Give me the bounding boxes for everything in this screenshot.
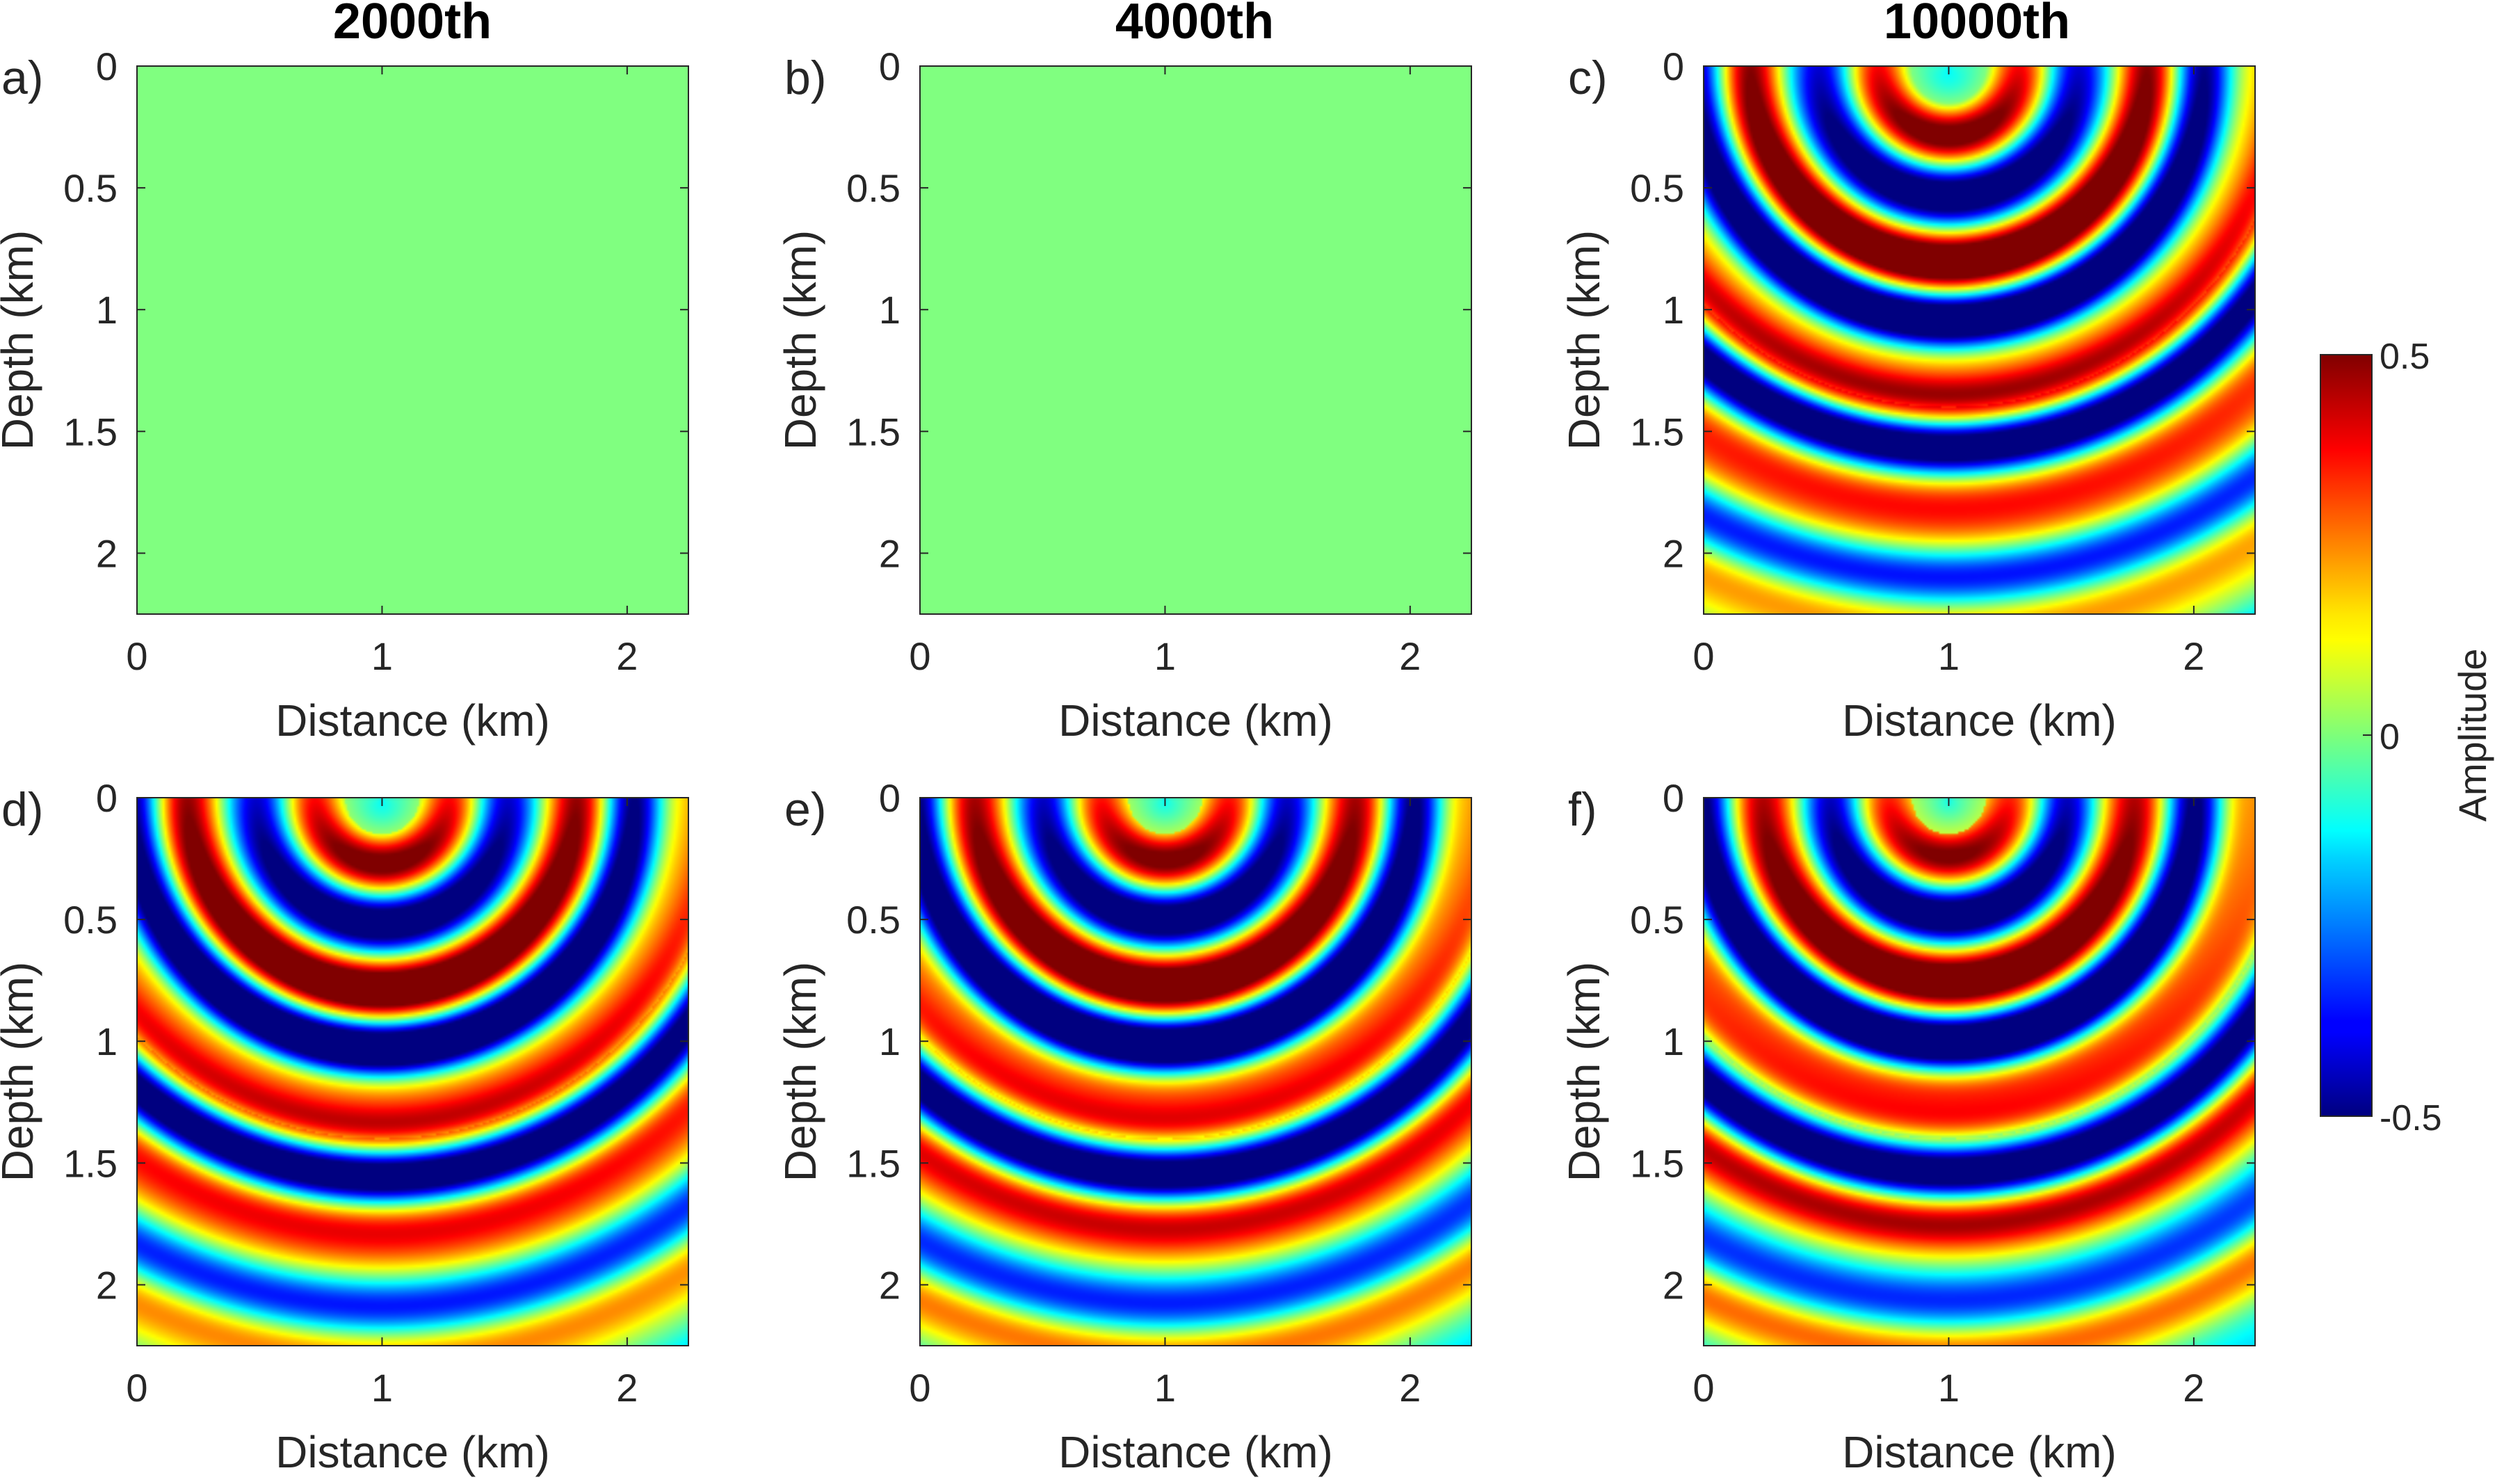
panel-a-xtick-label: 2 (616, 634, 638, 678)
panel-f-ytick-label: 1 (1663, 1020, 1684, 1063)
panel-e-ytick-label: 1.5 (846, 1141, 900, 1185)
panel-c-xtick-label: 0 (1693, 634, 1714, 678)
panel-e-frame (919, 797, 1472, 1346)
panel-f-frame (1703, 797, 2256, 1346)
column-title-4000th: 4000th (1115, 0, 1274, 49)
panel-f-ytick-label: 2 (1663, 1263, 1684, 1307)
panel-b-xtick-label: 2 (1399, 634, 1421, 678)
panel-d-xtick-label: 1 (371, 1366, 393, 1410)
panel-c-ytick-label: 0 (1663, 45, 1684, 88)
panel-d-ytick-label: 1 (96, 1020, 118, 1063)
panel-c-xtick-label: 2 (2183, 634, 2204, 678)
panel-f-ytick-label: 0.5 (1630, 898, 1684, 942)
panel-a-ytick-label: 1 (96, 288, 118, 332)
panel-d-frame (136, 797, 689, 1346)
panel-b-xtick-label: 1 (1154, 634, 1176, 678)
panel-b-ytick-label: 0 (879, 45, 900, 88)
panel-c-image (1704, 66, 2255, 614)
panel-a-ylabel: Depth (km) (0, 230, 42, 451)
panel-b-ytick-label: 1.5 (846, 410, 900, 453)
panel-c-ytick-label: 0.5 (1630, 166, 1684, 210)
panel-a: 0 1 2 0 0.5 1 1.5 2 Distance (km) Depth (km) a) (0, 45, 689, 746)
panel-a-ytick-label: 0.5 (63, 166, 118, 210)
panel-c-ytick-label: 1.5 (1630, 410, 1684, 453)
panel-a-frame (136, 65, 689, 615)
panel-d-ylabel: Depth (km) (0, 962, 42, 1182)
panel-e-ylabel: Depth (km) (775, 962, 825, 1182)
colorbar-tick-label-bottom: -0.5 (2380, 1098, 2442, 1138)
panel-d: 0 1 2 0 0.5 1 1.5 2 Distance (km) Depth (km) d) (0, 776, 689, 1477)
panel-e-image (920, 798, 1471, 1346)
panel-f-xtick-label: 2 (2183, 1366, 2204, 1410)
panel-e-xtick-label: 0 (909, 1366, 930, 1410)
panel-f-xtick-label: 1 (1938, 1366, 1960, 1410)
panel-f-image (1704, 798, 2255, 1346)
panel-d-xtick-label: 2 (616, 1366, 638, 1410)
panel-e-ytick-label: 0 (879, 776, 900, 820)
panel-b-frame (919, 65, 1472, 615)
panel-f-xtick-label: 0 (1693, 1366, 1714, 1410)
panel-d-xlabel: Distance (km) (275, 1427, 550, 1477)
panel-a-xlabel: Distance (km) (275, 695, 550, 746)
panel-a-ytick-label: 2 (96, 531, 118, 575)
panel-c-ylabel: Depth (km) (1559, 230, 1609, 451)
panel-b-ytick-label: 0.5 (846, 166, 900, 210)
panel-d-ytick-label: 0 (96, 776, 118, 820)
panel-c-xlabel: Distance (km) (1842, 695, 2117, 746)
panels: 0 1 2 0 0.5 1 1.5 2 Distance (km) Depth (km) a) 0 1 2… (0, 45, 2256, 1477)
panel-b-ytick-label: 2 (879, 531, 900, 575)
panel-e-letter: e) (784, 783, 826, 836)
column-title-2000th: 2000th (333, 0, 492, 49)
panel-a-image (137, 66, 688, 614)
panel-c-frame (1703, 65, 2256, 615)
panel-c: 0 1 2 0 0.5 1 1.5 2 Distance (km) Depth (km) c) (1559, 45, 2256, 746)
colorbar-tick-label-mid: 0 (2380, 717, 2400, 757)
panel-a-ytick-label: 1.5 (63, 410, 118, 453)
panel-f-ytick-label: 0 (1663, 776, 1684, 820)
panel-e-xlabel: Distance (km) (1058, 1427, 1333, 1477)
colorbar-label: Amplitude (2450, 648, 2494, 821)
colorbar: 0.5 0 -0.5 Amplitude (2320, 337, 2494, 1138)
panel-b-ylabel: Depth (km) (775, 230, 825, 451)
panel-f-ytick-label: 1.5 (1630, 1141, 1684, 1185)
panel-e-ytick-label: 1 (879, 1020, 900, 1063)
panel-b-ytick-label: 1 (879, 288, 900, 332)
panel-e-ytick-label: 2 (879, 1263, 900, 1307)
panel-d-ytick-label: 0.5 (63, 898, 118, 942)
panel-d-ytick-label: 1.5 (63, 1141, 118, 1185)
panel-d-letter: d) (1, 783, 43, 836)
panel-c-xtick-label: 1 (1938, 634, 1960, 678)
panel-c-letter: c) (1568, 51, 1608, 104)
colorbar-tick-label-top: 0.5 (2380, 337, 2430, 377)
panel-d-xtick-label: 0 (126, 1366, 147, 1410)
panel-c-ytick-label: 1 (1663, 288, 1684, 332)
panel-a-letter: a) (1, 51, 43, 104)
panel-a-xtick-label: 1 (371, 634, 393, 678)
panel-f-letter: f) (1568, 783, 1597, 836)
panel-e-xtick-label: 1 (1154, 1366, 1176, 1410)
panel-b-image (920, 66, 1471, 614)
panel-f: 0 1 2 0 0.5 1 1.5 2 Distance (km) Depth (km) f) (1559, 776, 2256, 1477)
panel-b: 0 1 2 0 0.5 1 1.5 2 Distance (km) Depth (km) b) (775, 45, 1472, 746)
panel-d-ytick-label: 2 (96, 1263, 118, 1307)
panel-e-ytick-label: 0.5 (846, 898, 900, 942)
panel-b-xtick-label: 0 (909, 634, 930, 678)
panel-c-ytick-label: 2 (1663, 531, 1684, 575)
panel-d-image (137, 798, 688, 1346)
panel-a-ytick-label: 0 (96, 45, 118, 88)
panel-a-xtick-label: 0 (126, 634, 147, 678)
panel-f-xlabel: Distance (km) (1842, 1427, 2117, 1477)
panel-e: 0 1 2 0 0.5 1 1.5 2 Distance (km) Depth (km) e) (775, 776, 1472, 1477)
panel-b-xlabel: Distance (km) (1058, 695, 1333, 746)
column-title-10000th: 10000th (1884, 0, 2070, 49)
panel-b-letter: b) (784, 51, 826, 104)
panel-e-xtick-label: 2 (1399, 1366, 1421, 1410)
panel-f-ylabel: Depth (km) (1559, 962, 1609, 1182)
